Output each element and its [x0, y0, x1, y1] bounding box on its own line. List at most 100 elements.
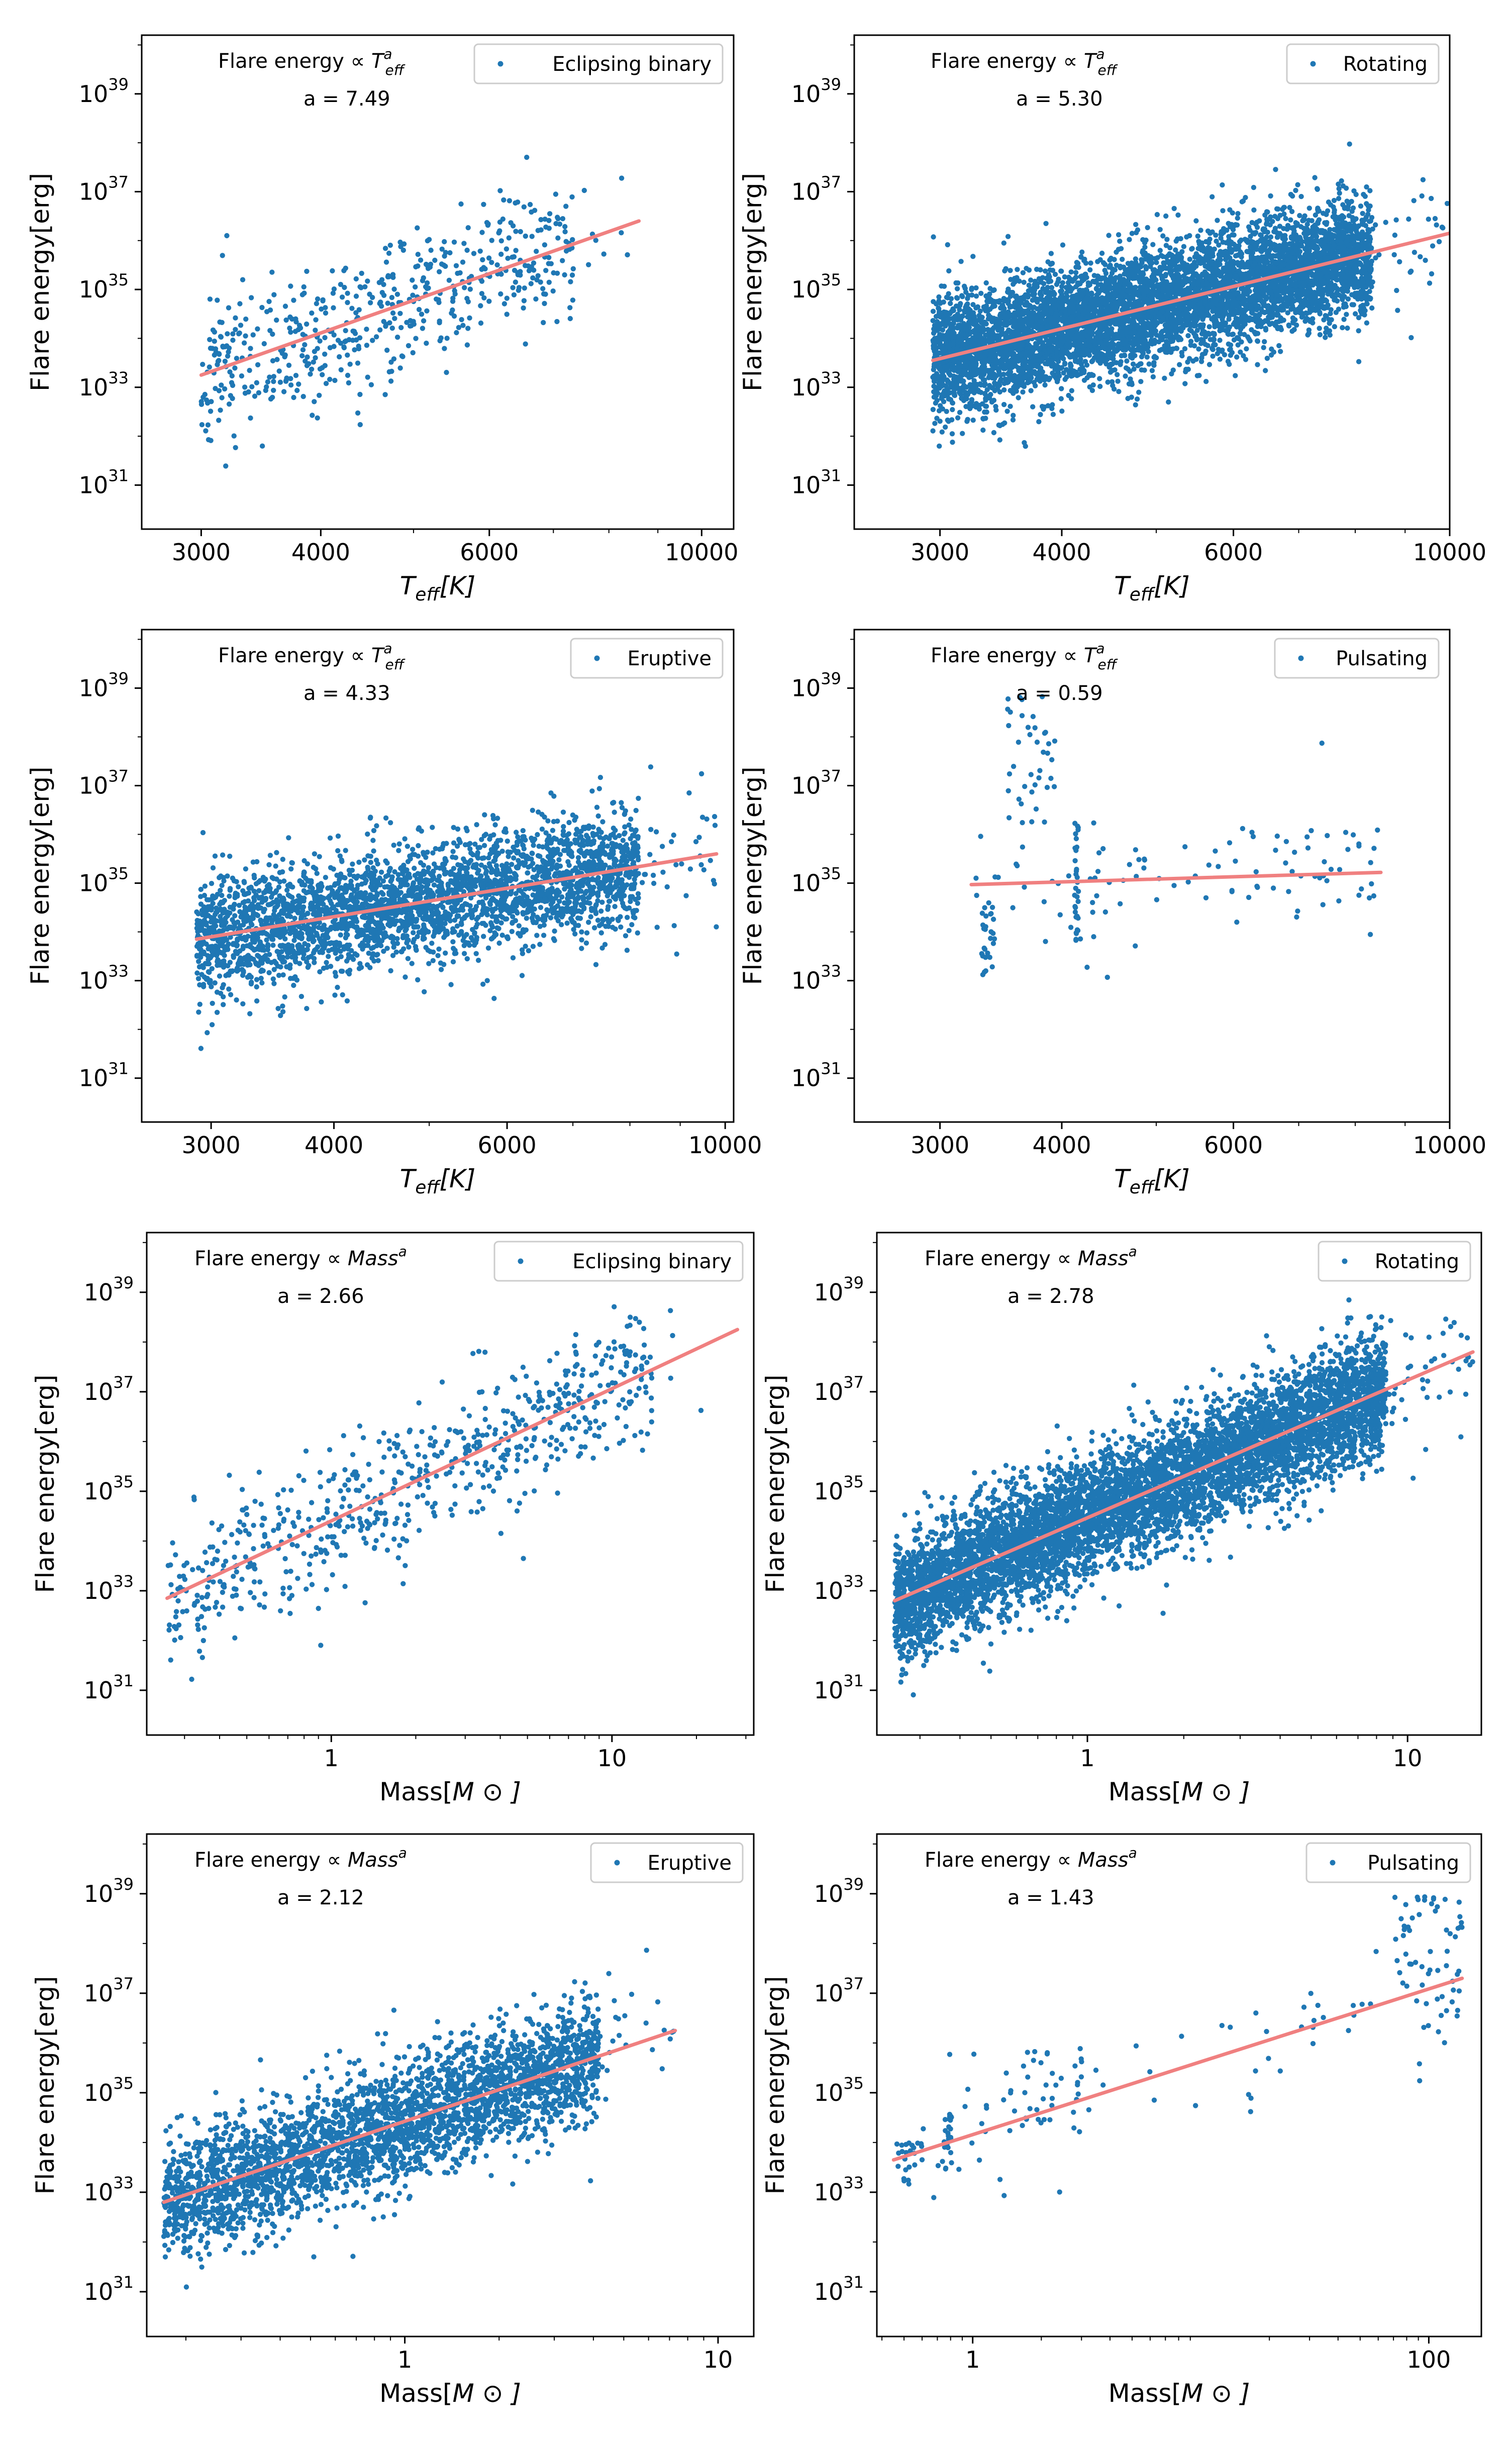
data-point — [1131, 366, 1137, 372]
data-point — [461, 241, 467, 246]
data-point — [969, 287, 974, 292]
data-point — [283, 317, 289, 323]
data-point — [313, 317, 319, 323]
data-point — [314, 301, 320, 307]
data-point — [1163, 339, 1169, 344]
data-point — [1127, 368, 1133, 374]
data-point — [976, 313, 982, 319]
data-point — [485, 223, 491, 228]
data-point — [1165, 265, 1171, 271]
data-point — [1198, 359, 1204, 364]
data-point — [1021, 381, 1026, 387]
data-point — [1196, 373, 1202, 378]
data-point — [964, 419, 970, 424]
data-point — [984, 387, 990, 392]
data-point — [481, 295, 487, 300]
data-point — [533, 296, 539, 302]
data-point — [220, 253, 225, 258]
data-point — [955, 280, 961, 286]
data-point — [560, 258, 565, 263]
data-point — [970, 418, 976, 423]
data-point — [1001, 401, 1007, 408]
data-point — [446, 277, 452, 283]
data-point — [288, 382, 294, 388]
data-point — [387, 242, 393, 248]
data-point — [1106, 233, 1112, 238]
data-point — [1133, 284, 1138, 290]
scatter-points — [930, 141, 1450, 449]
data-point — [208, 438, 214, 443]
data-point — [237, 330, 242, 336]
data-point — [1140, 248, 1146, 253]
data-point — [1221, 275, 1227, 281]
data-point — [300, 332, 306, 337]
data-point — [207, 364, 212, 370]
data-point — [1210, 347, 1216, 352]
data-point — [252, 393, 258, 399]
data-point — [1293, 187, 1298, 193]
x-tick-label: 6000 — [460, 539, 519, 566]
data-point — [274, 357, 280, 362]
data-point — [1246, 336, 1252, 342]
data-point — [205, 400, 211, 406]
data-point — [1084, 362, 1090, 368]
data-point — [498, 251, 504, 257]
data-point — [352, 347, 357, 353]
data-point — [259, 443, 265, 449]
data-point — [1133, 402, 1138, 408]
data-point — [1287, 205, 1292, 211]
data-point — [394, 291, 400, 297]
data-point — [1364, 320, 1370, 326]
data-point — [219, 395, 225, 400]
data-point — [1353, 311, 1358, 317]
data-point — [529, 209, 534, 215]
data-point — [1001, 387, 1007, 393]
data-point — [1160, 329, 1165, 334]
data-point — [415, 225, 420, 231]
data-point — [526, 268, 532, 273]
data-point — [479, 291, 485, 296]
data-point — [423, 261, 429, 267]
data-point — [339, 294, 345, 300]
data-point — [1277, 213, 1283, 218]
data-point — [625, 252, 630, 258]
data-point — [343, 265, 348, 271]
data-point — [586, 262, 591, 267]
data-point — [281, 389, 287, 394]
data-point — [555, 215, 560, 220]
data-point — [568, 279, 573, 284]
data-point — [1215, 351, 1220, 356]
data-point — [581, 187, 587, 193]
data-point — [1074, 347, 1079, 353]
data-point — [1142, 367, 1147, 373]
data-point — [521, 305, 526, 311]
data-point — [267, 307, 273, 313]
data-point — [1313, 232, 1319, 238]
data-point — [207, 337, 213, 342]
data-point — [381, 319, 386, 324]
data-point — [991, 430, 997, 436]
data-point — [313, 328, 318, 333]
data-point — [248, 295, 254, 300]
data-point — [513, 248, 519, 253]
data-point — [504, 295, 510, 301]
data-point — [1020, 389, 1026, 395]
data-point — [317, 392, 322, 398]
data-point — [1099, 250, 1105, 256]
data-point — [1226, 332, 1231, 337]
data-point — [560, 216, 566, 222]
data-point — [522, 285, 528, 291]
data-point — [1089, 330, 1095, 336]
data-point — [547, 211, 553, 217]
data-point — [562, 272, 567, 278]
data-point — [1345, 325, 1350, 331]
data-point — [226, 349, 231, 355]
data-point — [219, 382, 224, 388]
data-point — [1235, 342, 1241, 348]
data-point — [449, 311, 454, 316]
x-tick-label: 4000 — [291, 539, 350, 566]
data-point — [570, 297, 576, 303]
data-point — [563, 204, 569, 209]
data-point — [331, 286, 337, 292]
